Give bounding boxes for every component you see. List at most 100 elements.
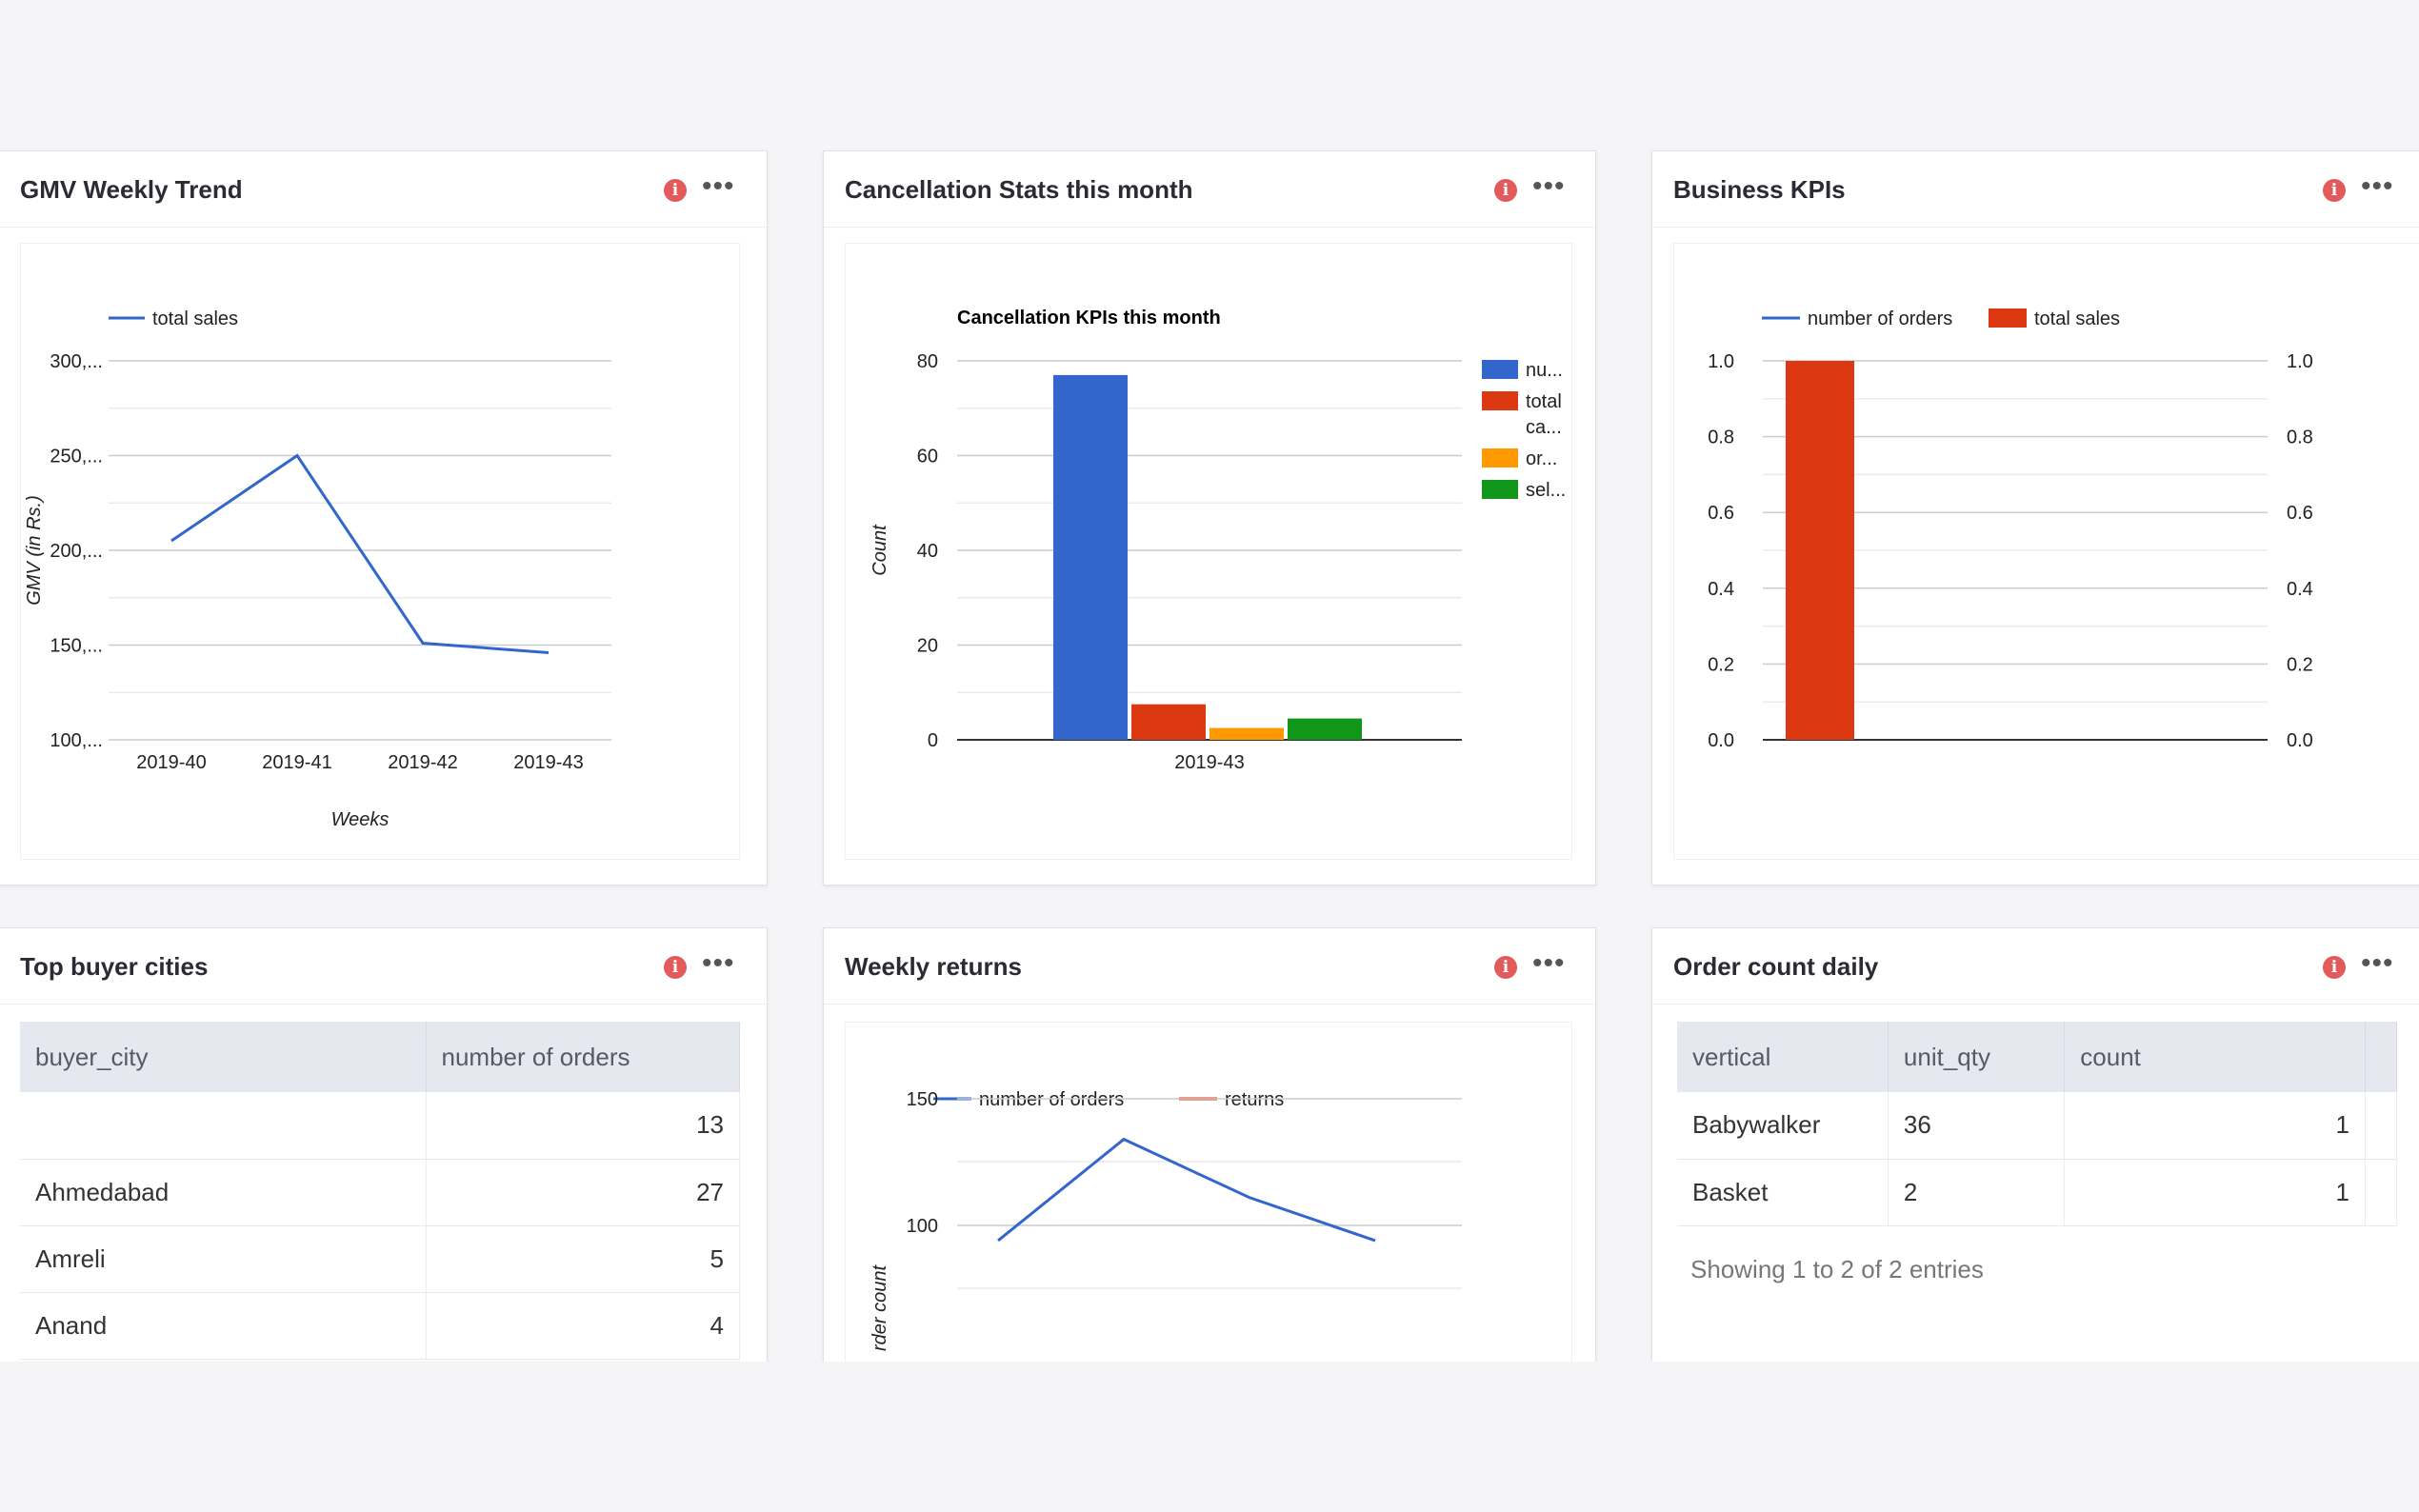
info-icon[interactable]: i	[2323, 956, 2346, 979]
legend-label: number of orders	[979, 1089, 1124, 1110]
cancellation-stats-card: Cancellation Stats this month i ••• Canc…	[823, 150, 1596, 885]
count-cell: 1	[2064, 1159, 2366, 1226]
more-icon[interactable]: •••	[2361, 170, 2394, 202]
vertical-cell: Basket	[1677, 1159, 1889, 1226]
legend-label: total	[1526, 391, 1562, 412]
card-header: Weekly returns i •••	[824, 928, 1595, 1005]
more-icon[interactable]: •••	[2361, 947, 2394, 979]
legend-swatch	[1989, 308, 2027, 328]
x-axis-title: Weeks	[331, 809, 390, 830]
card-header: Top buyer cities i •••	[0, 928, 767, 1005]
column-header-spacer	[2365, 1022, 2397, 1092]
y-tick-label: 100,...	[50, 730, 103, 751]
more-icon[interactable]: •••	[702, 170, 735, 202]
legend-label: ca...	[1526, 417, 1562, 438]
table-row: Basket 2 1	[1677, 1159, 2397, 1226]
y-tick-label: 40	[917, 541, 938, 562]
orders-table-wrap: vertical unit_qty count Babywalker 36 1 …	[1677, 1022, 2397, 1284]
info-icon[interactable]: i	[2323, 179, 2346, 202]
x-tick-label: 2019-43	[1174, 752, 1244, 773]
card-header: GMV Weekly Trend i •••	[0, 151, 767, 228]
city-cell	[20, 1092, 427, 1160]
orders-table: vertical unit_qty count Babywalker 36 1 …	[1677, 1022, 2397, 1226]
column-header[interactable]: vertical	[1677, 1022, 1889, 1092]
cancellation-chart: Cancellation KPIs this month 0 20 40 60 80 201…	[845, 243, 1572, 860]
y-tick-label: 80	[917, 351, 938, 372]
legend-label: total sales	[152, 308, 238, 329]
y-tick-label-right: 0.0	[2287, 730, 2313, 751]
cancellation-bar-chart: Cancellation KPIs this month 0 20 40 60 80 201…	[870, 308, 1566, 773]
column-header[interactable]: buyer_city	[20, 1022, 427, 1092]
legend-label: total sales	[2034, 308, 2120, 329]
orders-cell: 27	[426, 1159, 740, 1226]
legend-label: nu...	[1526, 360, 1563, 381]
card-title: Weekly returns	[845, 952, 1022, 981]
spacer-cell	[2365, 1159, 2397, 1226]
city-cell: Amreli	[20, 1225, 427, 1293]
y-tick-label-right: 1.0	[2287, 351, 2313, 372]
unit-qty-cell: 36	[1888, 1092, 2066, 1160]
more-icon[interactable]: •••	[1532, 170, 1566, 202]
city-cell: Anand	[20, 1292, 427, 1360]
card-title: GMV Weekly Trend	[20, 175, 243, 204]
info-icon[interactable]: i	[664, 179, 687, 202]
y-tick-label-left: 0.6	[1708, 503, 1734, 524]
kpi-chart: number of orders total sales 0.0 0.0 0.2 0.2 0…	[1673, 243, 2419, 860]
legend-swatch	[1482, 391, 1518, 410]
more-icon[interactable]: •••	[1532, 947, 1566, 979]
gmv-line-chart: total sales 300,... 250,... 200,... 150,... 1…	[24, 308, 611, 830]
y-axis-title: rder count	[870, 1264, 890, 1351]
table-row: 13	[20, 1092, 740, 1160]
orders-cell: 13	[426, 1092, 740, 1160]
y-tick-label: 200,...	[50, 541, 103, 562]
returns-line-chart: number of orders returns 150 100 rder count	[870, 1089, 1462, 1351]
gmv-weekly-trend-card: GMV Weekly Trend i ••• total sales 300,..…	[0, 150, 768, 885]
y-tick-label-left: 0.0	[1708, 730, 1734, 751]
gmv-chart: total sales 300,... 250,... 200,... 150,... 1…	[20, 243, 740, 860]
page-bottom-area	[0, 1362, 2419, 1512]
y-tick-label-left: 1.0	[1708, 351, 1734, 372]
x-tick-label: 2019-41	[262, 752, 331, 773]
cities-table: buyer_city number of orders 13 Ahmedabad…	[20, 1022, 740, 1360]
info-icon[interactable]: i	[1494, 956, 1517, 979]
bar-2	[1210, 727, 1284, 740]
vertical-cell: Babywalker	[1677, 1092, 1889, 1160]
table-row: Babywalker 36 1	[1677, 1092, 2397, 1160]
unit-qty-cell: 2	[1888, 1159, 2066, 1226]
table-info-footer: Showing 1 to 2 of 2 entries	[1690, 1254, 1984, 1283]
legend-label: returns	[1225, 1089, 1284, 1110]
spacer-cell	[2365, 1092, 2397, 1160]
card-header: Order count daily i •••	[1652, 928, 2419, 1005]
legend-label: number of orders	[1808, 308, 1952, 329]
orders-cell: 4	[426, 1292, 740, 1360]
order-count-daily-card: Order count daily i ••• vertical unit_qt…	[1651, 927, 2419, 1512]
more-icon[interactable]: •••	[702, 947, 735, 979]
legend-swatch	[1482, 360, 1518, 379]
orders-cell: 5	[426, 1225, 740, 1293]
series-line-number-of-orders	[997, 1137, 1376, 1243]
column-header[interactable]: unit_qty	[1888, 1022, 2066, 1092]
info-icon[interactable]: i	[664, 956, 687, 979]
y-tick-label: 60	[917, 447, 938, 468]
card-title: Cancellation Stats this month	[845, 175, 1193, 204]
y-tick-label: 20	[917, 636, 938, 657]
column-header[interactable]: number of orders	[426, 1022, 740, 1092]
table-row: Anand 4	[20, 1292, 740, 1360]
y-tick-label: 150,...	[50, 636, 103, 657]
kpi-bar-chart: number of orders total sales 0.0 0.0 0.2 0.2 0…	[1708, 308, 2313, 751]
bar-total-sales	[1786, 361, 1854, 740]
bar-0	[1053, 374, 1128, 740]
series-line-total-sales	[170, 453, 550, 654]
y-tick-label: 100	[907, 1216, 938, 1237]
x-tick-label: 2019-43	[513, 752, 583, 773]
legend-label: or...	[1526, 448, 1557, 469]
bar-1	[1131, 704, 1206, 740]
y-tick-label-left: 0.8	[1708, 428, 1734, 448]
y-tick-label-right: 0.8	[2287, 428, 2313, 448]
info-icon[interactable]: i	[1494, 179, 1517, 202]
column-header[interactable]: count	[2064, 1022, 2366, 1092]
y-tick-label-left: 0.4	[1708, 579, 1734, 600]
business-kpis-card: Business KPIs i ••• number of orders tota…	[1651, 150, 2419, 885]
y-tick-label-right: 0.4	[2287, 579, 2313, 600]
x-tick-label: 2019-40	[136, 752, 206, 773]
